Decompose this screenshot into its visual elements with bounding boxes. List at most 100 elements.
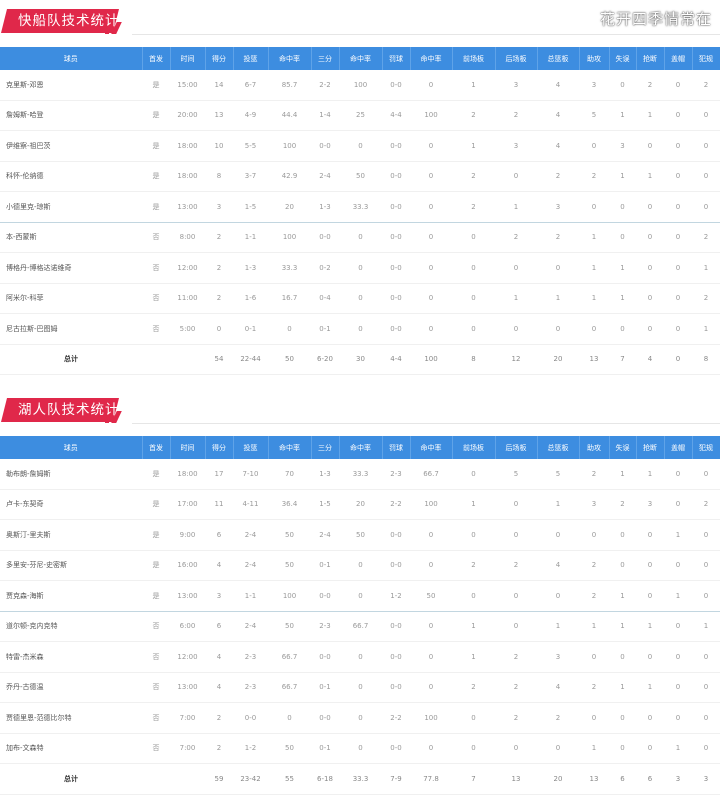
stat-cell: 2 <box>205 252 233 284</box>
stat-cell: 0 <box>339 550 382 581</box>
column-header: 前场板 <box>452 436 496 459</box>
stat-cell: 2 <box>495 100 537 131</box>
section-header: 快船队技术统计 <box>0 0 720 47</box>
stat-cell: 2 <box>452 672 495 703</box>
stat-cell: 50 <box>268 611 311 642</box>
stat-cell: 是 <box>142 161 170 192</box>
column-header: 得分 <box>205 47 234 70</box>
stat-cell: 1 <box>537 611 579 642</box>
stat-cell: 0 <box>664 611 692 642</box>
stat-cell: 0 <box>495 161 537 192</box>
stat-cell: 0 <box>268 313 311 345</box>
stat-cell: 3 <box>495 70 537 101</box>
column-header: 助攻 <box>579 47 610 70</box>
stat-cell: 2 <box>579 672 609 703</box>
column-header: 投篮 <box>233 47 269 70</box>
stat-cell: 0 <box>452 222 495 253</box>
table-row: 道尔顿-克内克特否 6:00 6 2-4 50 2-3 66.7 0-0 0 1 0 1 1 1 1 0 1 <box>0 611 720 642</box>
stat-cell: 0 <box>339 130 382 162</box>
stat-cell: 100 <box>268 222 311 253</box>
stat-cell: 1 <box>537 489 579 520</box>
stat-cell: 17 <box>205 459 233 490</box>
player-name: 伊维察-祖巴茨 <box>0 130 142 162</box>
stat-cell: 0-0 <box>382 283 410 314</box>
player-name: 本-西蒙斯 <box>0 222 142 253</box>
player-name: 阿米尔-科菲 <box>0 283 142 314</box>
stat-cell: 13 <box>205 100 233 131</box>
stat-cell: 是 <box>142 550 170 581</box>
stat-cell: 是 <box>142 459 170 490</box>
stat-cell: 2 <box>452 100 495 131</box>
stat-cell: 50 <box>339 161 382 192</box>
stat-cell: 0 <box>692 733 720 764</box>
stat-cell: 0 <box>579 641 609 673</box>
stat-cell: 2 <box>205 283 233 314</box>
divider <box>132 34 720 35</box>
banner-decoration <box>105 28 109 34</box>
table-row: 特雷-杰米森否 12:00 4 2-3 66.7 0-0 0 0-0 0 1 2 3 0 0 0 0 0 <box>0 641 720 673</box>
stat-cell: 50 <box>410 580 452 612</box>
header-row: 球员 首发 时间 得分 投篮 命中率 三分 命中率 罚球 命中率 前场板 后场板 总篮板 助攻 失误 抢断 盖帽… <box>0 47 720 70</box>
table-row: 勒布朗-詹姆斯是 18:00 17 7-10 70 1-3 33.3 2-3 66.7 0 5 5 2 1… <box>0 459 720 490</box>
column-header: 球员 <box>0 436 143 459</box>
stat-cell: 1-2 <box>382 580 410 612</box>
stat-cell: 0-0 <box>311 641 339 673</box>
stat-cell: 0 <box>410 519 452 551</box>
stat-cell: 1 <box>452 641 495 673</box>
stat-cell: 1 <box>609 580 636 612</box>
player-name: 博格丹-博格达诺维奇 <box>0 252 142 284</box>
stat-cell: 0-0 <box>382 672 410 703</box>
player-name: 奥斯汀-里夫斯 <box>0 519 142 551</box>
stat-cell: 2 <box>692 283 720 314</box>
stat-cell: 1 <box>452 611 495 642</box>
stat-cell: 0 <box>339 580 382 612</box>
player-name: 詹姆斯-哈登 <box>0 100 142 131</box>
stat-cell: 0 <box>664 130 692 162</box>
player-name: 多里安-芬尼-史密斯 <box>0 550 142 581</box>
stat-cell: 3 <box>692 763 720 795</box>
column-header: 首发 <box>142 47 171 70</box>
stat-cell: 4 <box>636 344 664 375</box>
stat-cell: 7-10 <box>233 459 268 490</box>
stat-cell: 1 <box>452 130 495 162</box>
stat-cell: 0 <box>664 641 692 673</box>
stat-cell: 0 <box>664 344 692 375</box>
stat-cell: 0 <box>410 641 452 673</box>
table-row: 贾德里恩-范德比尔特否 7:00 2 0-0 0 0-0 0 2-2 100 0 2 2 0 0 0 0 0 <box>0 702 720 734</box>
stat-cell: 3 <box>205 191 233 223</box>
stat-cell <box>170 344 205 375</box>
stat-cell: 50 <box>268 550 311 581</box>
stat-cell: 0 <box>452 702 495 734</box>
stat-cell: 0 <box>664 459 692 490</box>
stat-cell: 66.7 <box>268 672 311 703</box>
stat-cell: 18:00 <box>170 161 205 192</box>
stat-cell: 1-3 <box>311 191 339 223</box>
stat-cell: 7 <box>609 344 636 375</box>
stat-cell: 13 <box>495 763 537 795</box>
stat-cell: 4-11 <box>233 489 268 520</box>
stat-cell: 0 <box>609 70 636 101</box>
stat-cell: 100 <box>410 702 452 734</box>
player-name: 特雷-杰米森 <box>0 641 142 673</box>
player-name: 总计 <box>0 344 142 375</box>
column-header: 失误 <box>609 47 637 70</box>
stat-cell: 5:00 <box>170 313 205 345</box>
stat-cell: 2-3 <box>311 611 339 642</box>
stat-cell: 4 <box>537 70 579 101</box>
stat-cell: 0 <box>410 161 452 192</box>
stat-cell: 10 <box>205 130 233 162</box>
column-header: 犯规 <box>692 436 720 459</box>
stat-cell: 2-2 <box>311 70 339 101</box>
stat-cell: 0 <box>410 550 452 581</box>
stat-cell: 1 <box>579 611 609 642</box>
stat-cell: 0 <box>664 191 692 223</box>
stat-cell: 0 <box>636 702 664 734</box>
stat-cell: 9:00 <box>170 519 205 551</box>
stat-cell: 1 <box>609 459 636 490</box>
stat-cell: 0 <box>579 702 609 734</box>
stat-cell: 0 <box>410 70 452 101</box>
stat-cell: 2 <box>636 70 664 101</box>
table-row: 伊维察-祖巴茨是 18:00 10 5-5 100 0-0 0 0-0 0 1 3 4 0 3 0 0 0 <box>0 130 720 162</box>
stat-cell: 0 <box>410 313 452 345</box>
stat-cell: 否 <box>142 222 170 253</box>
